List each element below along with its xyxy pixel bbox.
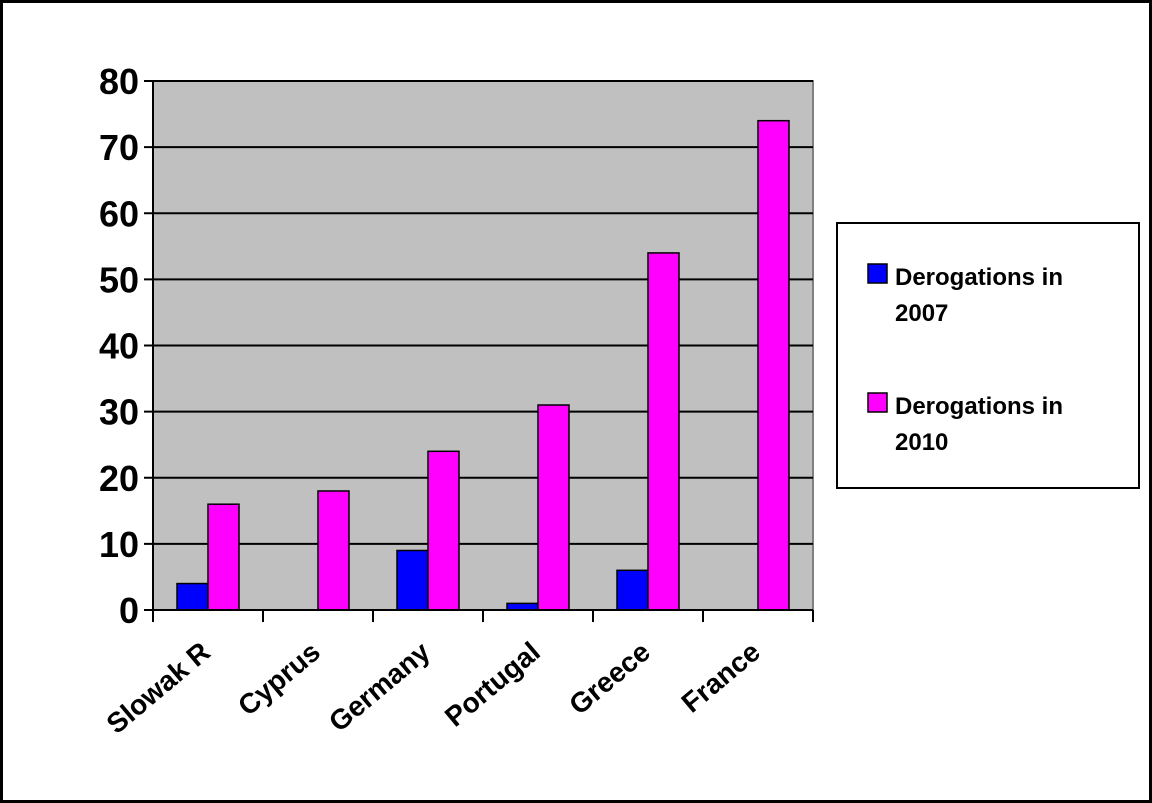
y-tick-label: 60 [99, 193, 139, 234]
legend-swatch-2010 [867, 392, 888, 413]
y-tick-label: 0 [119, 590, 139, 631]
legend-box [836, 222, 1140, 489]
y-tick-label: 20 [99, 458, 139, 499]
bar-2010-france [757, 119, 790, 611]
legend-label-2007: Derogations in 2007 [895, 264, 1070, 327]
legend-label-2010: Derogations in 2010 [895, 393, 1070, 456]
y-tick-label: 30 [99, 392, 139, 433]
bar-2010-greece [647, 252, 680, 611]
bar-2007-greece [616, 569, 649, 611]
y-tick-label: 80 [99, 61, 139, 102]
y-tick-labels: 0 10 20 30 40 50 60 70 80 [99, 61, 139, 631]
bar-2010-cyprus [317, 490, 350, 611]
axes [144, 80, 814, 622]
y-tick-label: 40 [99, 326, 139, 367]
bar-2010-portugal [537, 404, 570, 611]
bar-2007-slowak-r [176, 582, 209, 611]
legend-label-2010-line2: 2010 [895, 429, 948, 456]
legend-label-2007-line1: Derogations in [895, 264, 1063, 291]
bars [176, 119, 790, 611]
legend-label-2010-line1: Derogations in [895, 393, 1063, 420]
bar-2010-germany [427, 450, 460, 611]
bar-2010-slowak-r [207, 503, 240, 611]
gridlines [153, 80, 813, 545]
y-tick-label: 10 [99, 524, 139, 565]
legend-label-2007-line2: 2007 [895, 300, 948, 327]
bar-2007-germany [396, 549, 429, 611]
legend: Derogations in 2007 Derogations in 2010 [836, 222, 1140, 489]
y-tick-label: 70 [99, 127, 139, 168]
legend-swatch-2007 [867, 263, 888, 284]
y-tick-label: 50 [99, 259, 139, 300]
